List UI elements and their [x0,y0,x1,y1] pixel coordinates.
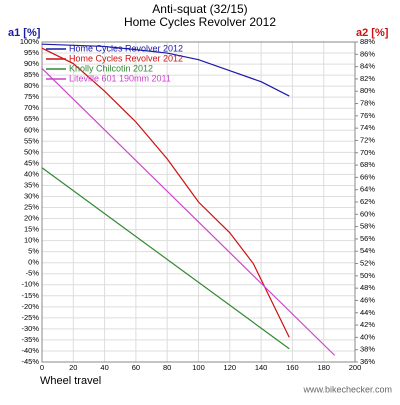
y-tick-label: 60% [24,125,39,134]
y-tick-label: -30% [21,324,39,333]
y2-tick-label: 82% [360,74,375,83]
y-tick-label: 80% [24,81,39,90]
y2-tick-label: 66% [360,172,375,181]
y2-tick-label: 78% [360,99,375,108]
x-tick-label: 200 [349,363,362,372]
y2-tick-label: 88% [360,37,375,46]
y-tick-label: 35% [24,180,39,189]
y-axis-label: a1 [%] [8,27,41,39]
y2-tick-label: 56% [360,234,375,243]
legend-label: Knolly Chilcotin 2012 [69,63,153,73]
watermark: www.bikechecker.com [302,384,392,394]
series-line [41,47,290,338]
y-tick-label: 45% [24,158,39,167]
y2-tick-label: 68% [360,160,375,169]
y-tick-label: -20% [21,302,39,311]
y-tick-label: 15% [24,225,39,234]
y-tick-label: 85% [24,70,39,79]
y2-axis-label: a2 [%] [356,27,389,39]
y-tick-label: -35% [21,335,39,344]
y-tick-label: 0% [28,258,39,267]
x-tick-label: 0 [40,363,44,372]
y-tick-label: -10% [21,280,39,289]
y2-tick-label: 74% [360,123,375,132]
y2-tick-label: 46% [360,295,375,304]
y2-tick-label: 86% [360,49,375,58]
y-tick-label: -25% [21,313,39,322]
y2-tick-label: 44% [360,308,375,317]
y-tick-label: -45% [21,357,39,366]
y-tick-label: 10% [24,236,39,245]
y2-tick-label: 38% [360,345,375,354]
y2-tick-label: 80% [360,86,375,95]
x-tick-label: 120 [224,363,237,372]
y2-tick-label: 40% [360,332,375,341]
x-tick-label: 100 [192,363,205,372]
y2-tick-label: 64% [360,185,375,194]
y2-tick-label: 60% [360,209,375,218]
y-tick-label: -40% [21,346,39,355]
y-tick-label: -5% [26,269,40,278]
y-tick-label: 40% [24,169,39,178]
x-tick-label: 40 [100,363,108,372]
x-tick-label: 20 [69,363,77,372]
y-tick-label: 5% [28,247,39,256]
y2-tick-label: 52% [360,259,375,268]
y2-tick-label: 70% [360,148,375,157]
x-tick-label: 160 [286,363,299,372]
y-tick-label: 90% [24,59,39,68]
y-tick-label: 100% [20,37,40,46]
legend-label: Home Cycles Revolver 2012 [69,43,183,53]
y2-tick-label: 84% [360,62,375,71]
y2-tick-label: 50% [360,271,375,280]
y-tick-label: -15% [21,291,39,300]
plot-frame [41,41,356,363]
y2-tick-label: 72% [360,135,375,144]
legend-label: Home Cycles Revolver 2012 [69,53,183,63]
y2-tick-label: 54% [360,246,375,255]
chart-title: Anti-squat (32/15) [152,2,247,16]
y-tick-label: 55% [24,136,39,145]
legend-label: Liteville 601 190mm 2011 [69,73,171,83]
x-tick-label: 180 [317,363,330,372]
x-tick-label: 60 [132,363,140,372]
chart-subtitle: Home Cycles Revolver 2012 [124,15,276,29]
y-tick-label: 50% [24,147,39,156]
x-tick-label: 140 [255,363,268,372]
y2-tick-label: 58% [360,222,375,231]
y-tick-label: 95% [24,48,39,57]
series-line [41,68,336,356]
x-axis-label: Wheel travel [40,375,101,387]
y2-tick-label: 62% [360,197,375,206]
y-tick-label: 65% [24,114,39,123]
x-tick-label: 80 [163,363,171,372]
series-line [41,43,290,97]
y-tick-label: 25% [24,203,39,212]
y2-tick-label: 76% [360,111,375,120]
y-tick-label: 30% [24,191,39,200]
y2-tick-label: 36% [360,357,375,366]
y-tick-label: 20% [24,214,39,223]
y2-tick-label: 42% [360,320,375,329]
series-line [41,167,290,350]
y-tick-label: 70% [24,103,39,112]
y2-tick-label: 48% [360,283,375,292]
y-tick-label: 75% [24,92,39,101]
